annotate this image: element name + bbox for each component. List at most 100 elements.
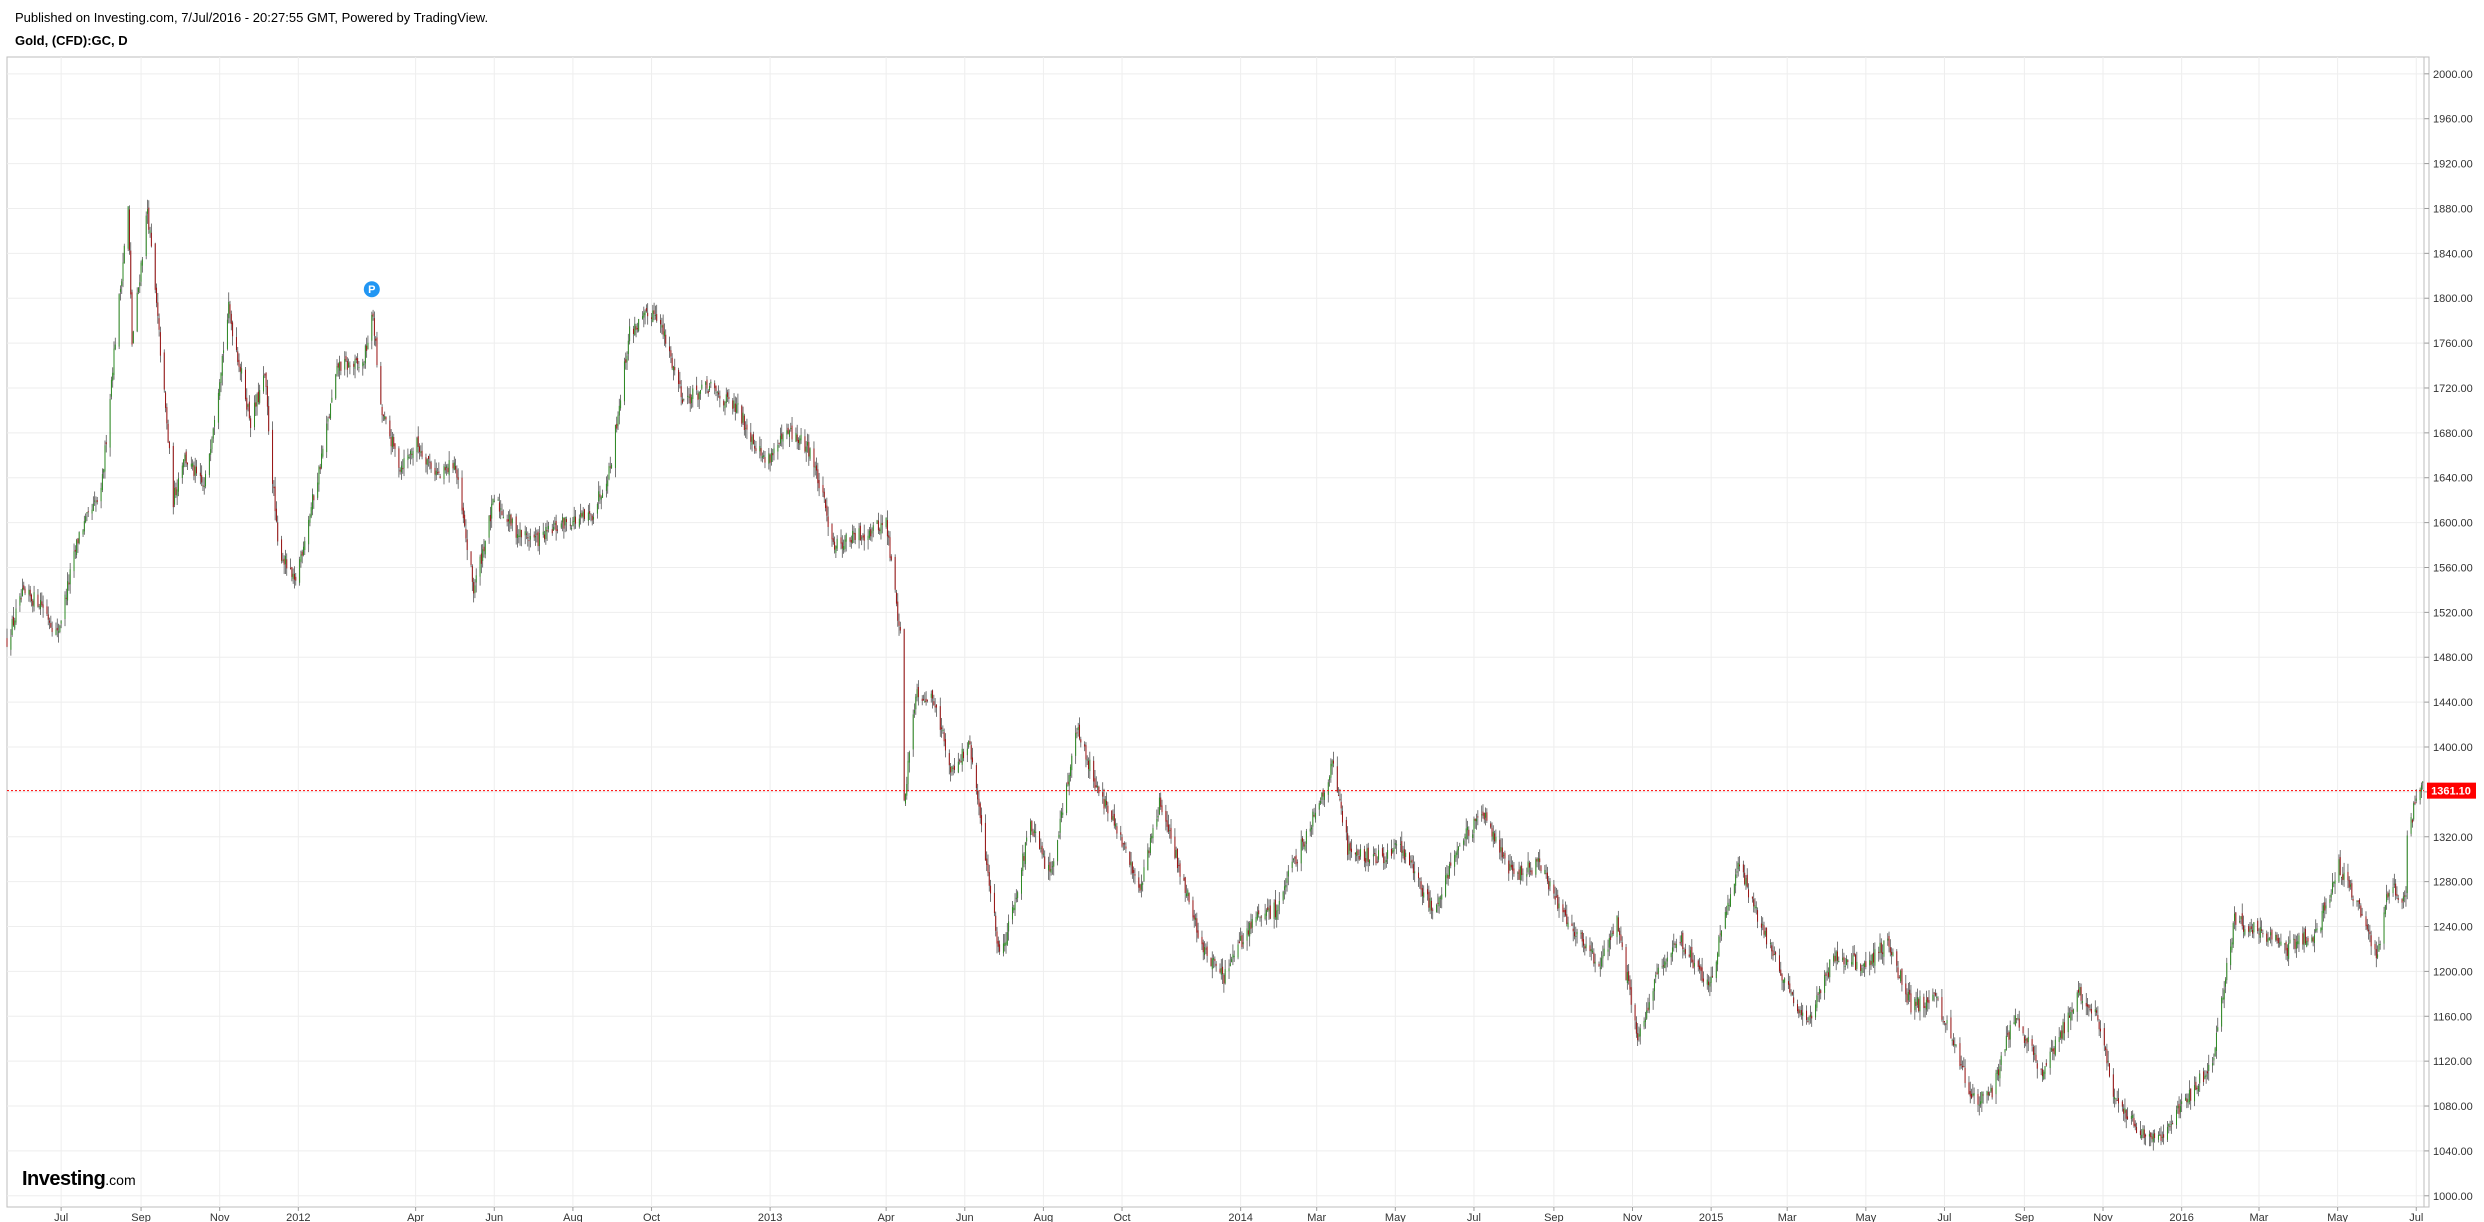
candle-body	[852, 530, 854, 543]
candle-body	[1492, 831, 1494, 840]
candle-body	[2384, 905, 2386, 915]
candle-body	[502, 516, 504, 519]
candle-body	[1160, 797, 1162, 807]
publisher-marker[interactable]	[363, 281, 380, 298]
candle-body	[861, 537, 863, 539]
candle-body	[1014, 902, 1016, 911]
candle-body	[642, 316, 644, 319]
candle-body	[1095, 785, 1097, 787]
candle-body	[1193, 915, 1195, 920]
candle-body	[1861, 968, 1863, 973]
candle-body	[2379, 943, 2381, 946]
candle-body	[328, 416, 330, 418]
candle-body	[2387, 892, 2389, 898]
candle-body	[921, 698, 923, 701]
candle-body	[1610, 936, 1612, 941]
candle-body	[2324, 902, 2326, 911]
candle-body	[718, 392, 720, 395]
candle-body	[1563, 910, 1565, 913]
candle-body	[147, 209, 149, 214]
candle-body	[1148, 850, 1150, 854]
candle-body	[223, 350, 225, 353]
candle-body	[2348, 879, 2350, 888]
candle-body	[470, 551, 472, 566]
candle-body	[37, 594, 39, 607]
candle-body	[1134, 873, 1136, 876]
candle-body	[1421, 888, 1423, 897]
candle-body	[241, 368, 243, 374]
candle-body	[618, 405, 620, 416]
candle-body	[629, 326, 631, 342]
candle-body	[375, 338, 377, 341]
candle-body	[858, 528, 860, 541]
candle-body	[2036, 1063, 2038, 1069]
candle-body	[2187, 1099, 2189, 1104]
candle-body	[538, 533, 540, 547]
candle-body	[11, 618, 13, 635]
candle-body	[1787, 981, 1789, 985]
candle-body	[2383, 912, 2385, 944]
candle-body	[274, 486, 276, 512]
plot-frame	[6, 56, 2430, 1208]
candle-body	[2014, 1015, 2016, 1026]
candle-body	[1968, 1082, 1970, 1095]
candle-body	[131, 292, 133, 345]
y-tick-label: 1600.00	[2433, 518, 2473, 530]
candle-body	[174, 487, 176, 505]
candle-body	[754, 445, 756, 449]
candle-body	[248, 401, 250, 419]
candle-body	[2244, 929, 2246, 935]
candle-body	[791, 425, 793, 440]
candle-body	[2419, 789, 2421, 801]
candle-body	[321, 453, 323, 468]
candle-body	[420, 451, 422, 453]
candle-body	[1942, 1021, 1944, 1023]
candle-body	[2321, 910, 2323, 930]
candle-body	[714, 383, 716, 389]
candle-body	[1079, 724, 1081, 739]
candle-body	[725, 394, 727, 404]
candle-body	[281, 539, 283, 561]
logo-suffix: .com	[105, 1172, 136, 1188]
candle-body	[1620, 934, 1622, 941]
candle-body	[2005, 1035, 2007, 1050]
candle-body	[1062, 812, 1064, 815]
candle-body	[1655, 974, 1657, 978]
candle-body	[1396, 844, 1398, 846]
candle-body	[264, 374, 266, 376]
candle-body	[310, 507, 312, 517]
candle-body	[132, 331, 134, 344]
candle-body	[843, 546, 845, 551]
candle-body	[1030, 821, 1032, 835]
candle-body	[1412, 864, 1414, 874]
candle-body	[448, 460, 450, 476]
candle-body	[1220, 968, 1222, 975]
candle-body	[835, 546, 837, 553]
candle-body	[1539, 858, 1541, 863]
candle-body	[304, 541, 306, 551]
candle-body	[2312, 937, 2314, 942]
candle-body	[1518, 869, 1520, 880]
candle-body	[1410, 860, 1412, 863]
candle-body	[121, 281, 123, 286]
x-tick-label: Aug	[1034, 1212, 1054, 1222]
candle-body	[1405, 852, 1407, 857]
candle-body	[787, 427, 789, 434]
candle-body	[2261, 929, 2263, 931]
candle-body	[1201, 936, 1203, 945]
candle-body	[489, 514, 491, 522]
candle-body	[2116, 1099, 2118, 1101]
candle-body	[1603, 948, 1605, 956]
grid	[7, 57, 2424, 1207]
candle-body	[542, 531, 544, 535]
candle-body	[385, 416, 387, 420]
candle-body	[428, 456, 430, 460]
candle-body	[1274, 899, 1276, 918]
candle-body	[426, 459, 428, 465]
candle-body	[2413, 803, 2415, 820]
candle-body	[185, 451, 187, 464]
candle-body	[1456, 849, 1458, 855]
candle-body	[457, 477, 459, 480]
candle-body	[2043, 1071, 2045, 1079]
